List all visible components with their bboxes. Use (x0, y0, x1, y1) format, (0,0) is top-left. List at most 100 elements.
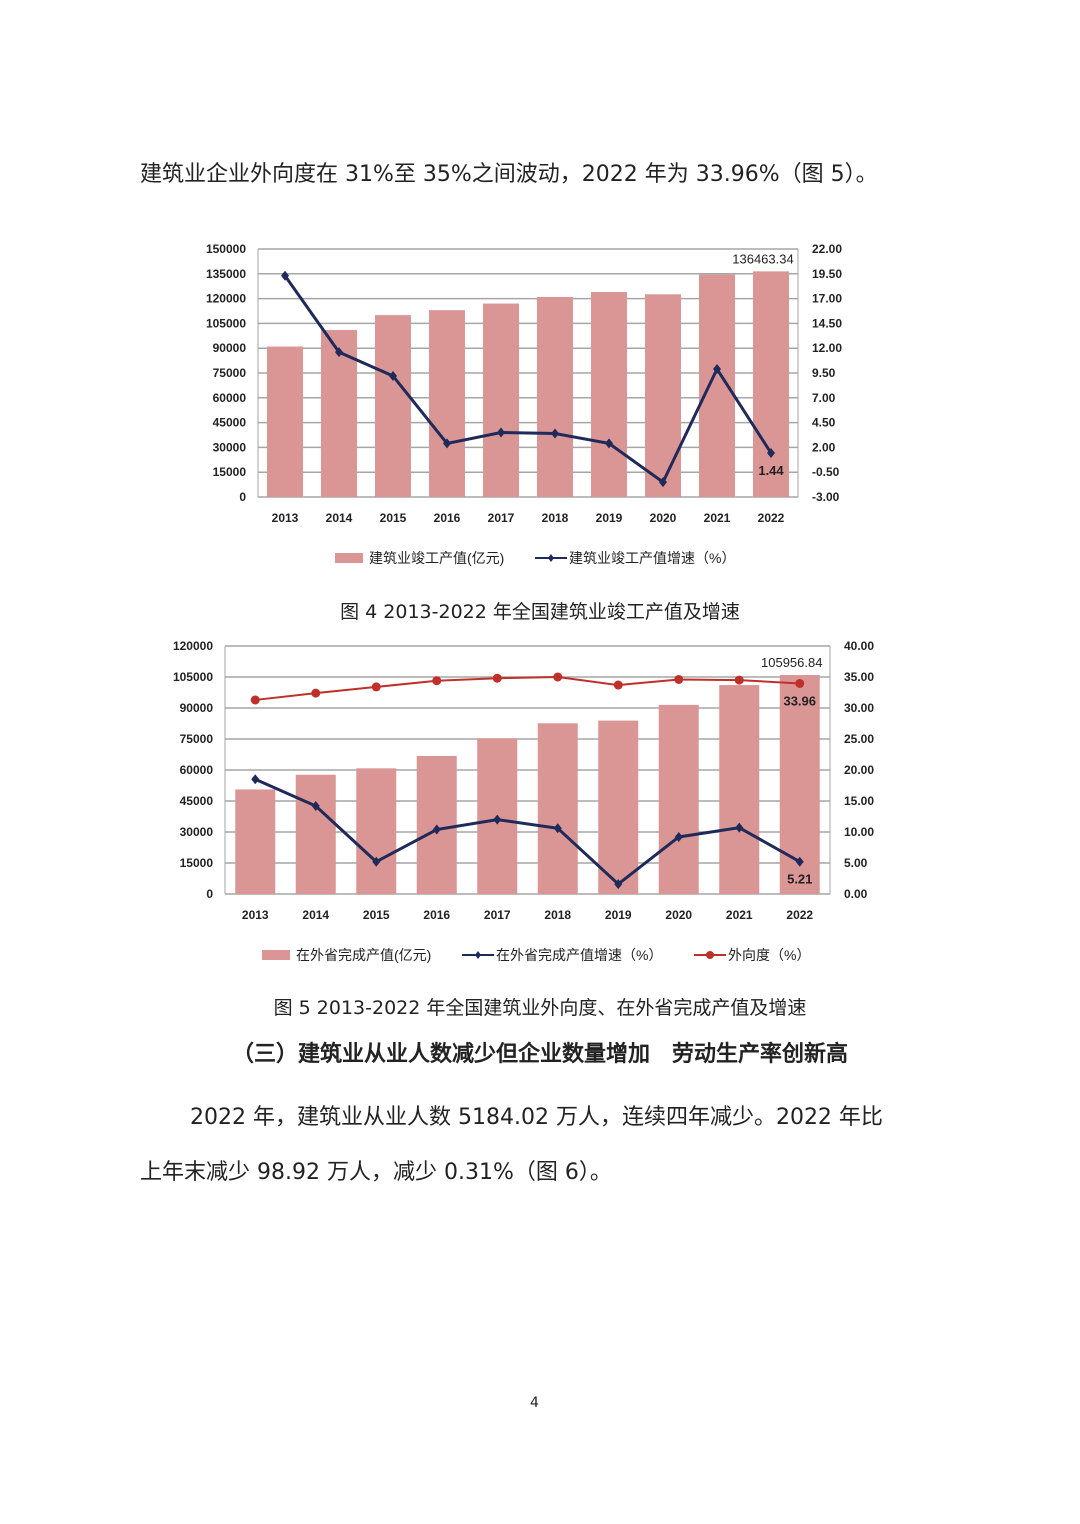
data-point (734, 675, 744, 685)
data-label: 33.96 (783, 693, 816, 708)
right-tick-label: 4.50 (812, 416, 836, 430)
right-tick-label: 12.00 (812, 341, 842, 355)
data-point (713, 364, 721, 375)
data-point (605, 438, 613, 449)
x-tick-label: 2022 (786, 908, 813, 922)
x-tick-label: 2015 (380, 511, 407, 525)
data-point (335, 347, 343, 358)
data-point (389, 370, 397, 381)
data-point (553, 672, 563, 682)
data-point (735, 822, 744, 833)
x-tick-label: 2017 (488, 511, 515, 525)
x-tick-label: 2016 (434, 511, 461, 525)
x-tick-label: 2021 (726, 908, 753, 922)
left-tick-label: 15000 (213, 465, 247, 479)
data-label: 1.44 (758, 463, 784, 478)
legend-marker (475, 951, 481, 959)
right-tick-label: 20.00 (844, 763, 874, 777)
right-tick-label: 35.00 (844, 670, 874, 684)
data-point (767, 447, 775, 458)
left-tick-label: 120000 (206, 292, 246, 306)
paragraph-bottom-line-2: 上年末减少 98.92 万人，减少 0.31%（图 6）。 (140, 1160, 612, 1185)
data-point (551, 428, 559, 439)
data-point (250, 695, 260, 705)
x-tick-label: 2014 (326, 511, 353, 525)
x-tick-label: 2017 (484, 908, 511, 922)
data-point (251, 774, 260, 785)
left-tick-label: 45000 (180, 794, 214, 808)
x-tick-label: 2018 (544, 908, 571, 922)
data-point (432, 824, 441, 835)
left-tick-label: 15000 (180, 856, 214, 870)
figure-4-caption: 图 4 2013-2022 年全国建筑业竣工产值及增速 (340, 601, 740, 623)
bar (295, 774, 336, 894)
right-tick-label: 7.00 (812, 391, 836, 405)
data-label: 5.21 (787, 872, 812, 887)
left-tick-label: 0 (239, 490, 246, 504)
left-tick-label: 60000 (213, 391, 247, 405)
right-tick-label: 30.00 (844, 701, 874, 715)
left-tick-label: 75000 (180, 732, 214, 746)
data-point (443, 438, 451, 449)
left-tick-label: 105000 (206, 316, 246, 330)
left-tick-label: 90000 (213, 341, 247, 355)
data-point (553, 823, 562, 834)
x-tick-label: 2013 (272, 511, 299, 525)
data-point (432, 676, 442, 686)
bar (537, 296, 573, 497)
figure-5-caption: 图 5 2013-2022 年全国建筑业外向度、在外省完成产值及增速 (273, 997, 807, 1019)
right-tick-label: -3.00 (812, 490, 840, 504)
right-tick-label: 2.00 (812, 440, 836, 454)
right-tick-label: 0.00 (844, 887, 868, 901)
right-tick-label: -0.50 (812, 465, 840, 479)
left-tick-label: 90000 (180, 701, 214, 715)
left-tick-label: 30000 (213, 440, 247, 454)
left-tick-label: 135000 (206, 267, 246, 281)
data-point (372, 856, 381, 867)
left-tick-label: 30000 (180, 825, 214, 839)
left-tick-label: 105000 (173, 670, 213, 684)
data-point (795, 856, 804, 867)
x-tick-label: 2014 (302, 908, 329, 922)
left-tick-label: 75000 (213, 366, 247, 380)
bar (375, 315, 411, 497)
legend-swatch (262, 950, 290, 960)
section-heading: （三）建筑业从业人数减少但企业数量增加 劳动生产率创新高 (231, 1042, 848, 1067)
bar (591, 291, 627, 497)
legend-marker (706, 951, 714, 959)
x-tick-label: 2021 (704, 511, 731, 525)
right-tick-label: 9.50 (812, 366, 836, 380)
data-point (613, 680, 623, 690)
data-point (674, 831, 683, 842)
right-tick-label: 19.50 (812, 267, 842, 281)
paragraph-bottom-line-1: 2022 年，建筑业从业人数 5184.02 万人，连续四年减少。2022 年比 (190, 1105, 883, 1130)
x-tick-label: 2016 (423, 908, 450, 922)
bar (235, 789, 276, 894)
right-tick-label: 14.50 (812, 316, 842, 330)
bar (753, 271, 789, 497)
data-point (795, 678, 805, 688)
bar (356, 768, 397, 894)
chart-figure-5: 0 15000 30000 45000 60000 75000 90000 105000 120… (173, 639, 874, 963)
legend-label: 外向度（%） (728, 947, 810, 963)
bar (645, 294, 681, 497)
left-tick-label: 45000 (213, 416, 247, 430)
legend-label: 建筑业竣工产值增速（%） (569, 550, 735, 566)
paragraph-top: 建筑业企业外向度在 31%至 35%之间波动，2022 年为 33.96%（图 … (140, 162, 878, 187)
data-point (614, 879, 623, 890)
data-point (674, 674, 684, 684)
data-point (493, 814, 502, 825)
x-tick-label: 2019 (605, 908, 632, 922)
data-point (371, 682, 381, 692)
left-tick-label: 120000 (173, 639, 213, 653)
x-tick-label: 2022 (758, 511, 785, 525)
x-tick-label: 2018 (542, 511, 569, 525)
x-tick-label: 2019 (596, 511, 623, 525)
x-tick-label: 2020 (665, 908, 692, 922)
x-tick-label: 2013 (242, 908, 269, 922)
left-tick-label: 0 (206, 887, 213, 901)
legend-swatch (335, 553, 363, 563)
data-point (311, 688, 321, 698)
x-tick-label: 2020 (650, 511, 677, 525)
data-point (281, 270, 289, 281)
